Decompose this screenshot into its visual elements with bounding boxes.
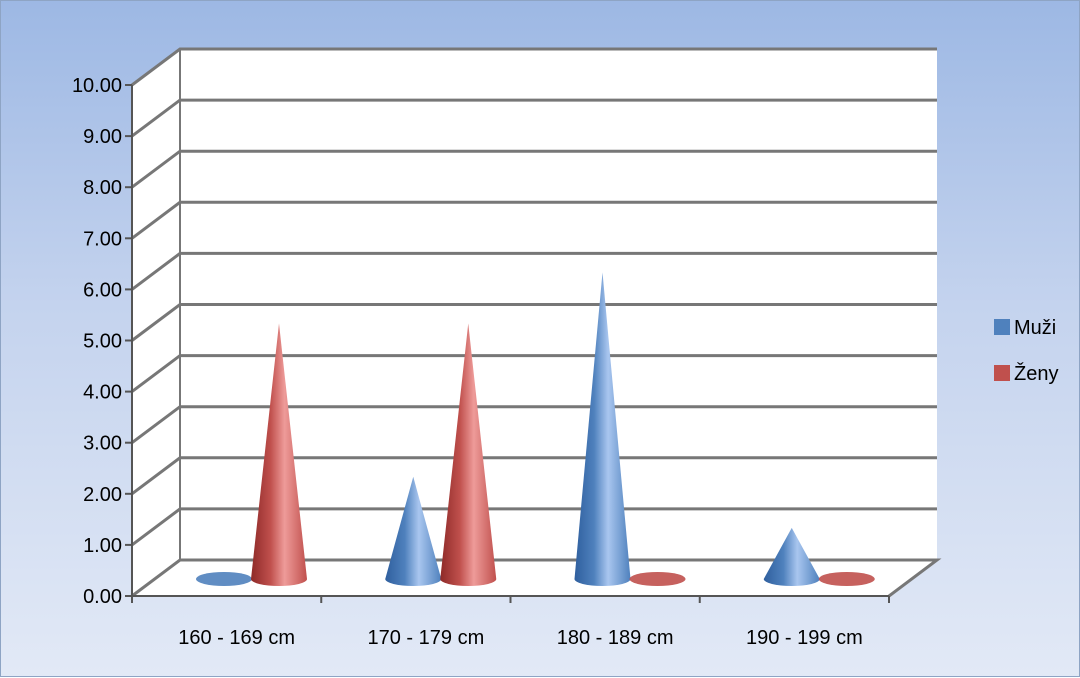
x-tick-label: 190 - 199 cm <box>746 627 863 649</box>
gridline-0 <box>131 558 942 598</box>
y-tick-label: 10.00 <box>72 75 122 97</box>
y-axis-tick-labels: 0.00 1.00 2.00 3.00 4.00 5.00 6.00 7.00 8.00 9.00… <box>72 75 122 608</box>
y-tick-label: 3.00 <box>83 433 122 455</box>
legend-swatch <box>994 319 1010 335</box>
cone-Ženy-1 <box>440 323 497 586</box>
data-marks <box>196 272 875 587</box>
x-tick-label: 180 - 189 cm <box>557 627 674 649</box>
cone-body <box>763 527 820 587</box>
y-tick-label: 6.00 <box>83 279 122 301</box>
cone-base <box>818 572 875 586</box>
legend-label: Ženy <box>1014 362 1058 385</box>
cone-body <box>440 323 497 586</box>
legend-label: Muži <box>1014 317 1056 339</box>
y-tick-label: 7.00 <box>83 228 122 250</box>
y-tick-label: 2.00 <box>83 484 122 506</box>
y-tick-label: 9.00 <box>83 126 122 148</box>
legend-swatch <box>994 365 1010 381</box>
cone-Muži-0 <box>196 572 252 586</box>
cone-body <box>251 323 307 586</box>
cone-Ženy-3 <box>818 572 875 586</box>
cone-Ženy-0 <box>251 323 307 586</box>
y-tick-label: 0.00 <box>83 586 122 608</box>
cone-Muži-2 <box>574 272 631 587</box>
x-axis-tick-labels: 160 - 169 cm 170 - 179 cm 180 - 189 cm 190 … <box>178 627 862 649</box>
cone-body <box>574 272 631 587</box>
cone-Muži-1 <box>385 476 442 587</box>
x-tick-label: 170 - 179 cm <box>368 627 485 649</box>
plot-area <box>132 49 937 596</box>
y-tick-label: 8.00 <box>83 177 122 199</box>
cone-body <box>385 476 442 587</box>
x-tick-label: 160 - 169 cm <box>178 627 295 649</box>
axes <box>125 84 890 603</box>
cone-Muži-3 <box>763 527 820 587</box>
cone-base <box>629 572 686 586</box>
cone-Ženy-2 <box>629 572 686 586</box>
legend: Muži Ženy <box>994 317 1058 385</box>
y-tick-label: 4.00 <box>83 382 122 404</box>
y-tick-label: 1.00 <box>83 535 122 557</box>
y-tick-label: 5.00 <box>83 331 122 353</box>
plot-background <box>132 49 937 596</box>
cone-base <box>196 572 252 586</box>
